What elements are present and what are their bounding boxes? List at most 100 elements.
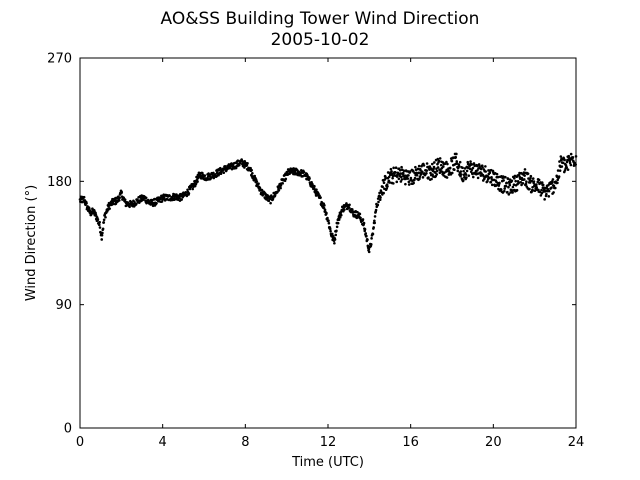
data-point — [442, 165, 445, 168]
data-point — [187, 192, 191, 195]
data-point — [337, 218, 341, 221]
data-point — [222, 171, 226, 174]
data-point — [457, 164, 461, 168]
data-point — [528, 187, 531, 191]
data-point — [547, 189, 551, 193]
data-point — [506, 177, 510, 181]
data-point — [108, 207, 111, 210]
data-point — [556, 181, 559, 185]
data-point — [323, 208, 327, 212]
data-point — [566, 168, 570, 171]
x-tick-label: 4 — [159, 435, 167, 450]
data-point — [381, 185, 384, 189]
data-point — [378, 198, 382, 202]
data-point — [98, 226, 102, 229]
data-point — [413, 176, 417, 180]
data-point — [521, 181, 525, 185]
data-point — [475, 164, 479, 168]
data-point — [533, 189, 537, 192]
data-point — [540, 191, 544, 195]
data-point — [445, 160, 448, 164]
data-point — [559, 155, 563, 158]
data-point — [469, 160, 472, 163]
data-point — [528, 181, 532, 184]
data-point — [416, 167, 420, 171]
data-point — [160, 200, 164, 203]
data-point — [196, 176, 200, 180]
data-point — [524, 182, 528, 186]
data-point — [402, 171, 405, 175]
data-point — [461, 179, 465, 182]
data-point — [511, 191, 514, 194]
y-axis-ticks: 0 90 180 270 — [47, 52, 576, 437]
data-point — [481, 166, 484, 169]
data-point — [212, 171, 215, 175]
data-point — [510, 179, 514, 183]
data-point — [98, 220, 101, 224]
data-point — [523, 174, 526, 177]
data-point — [407, 174, 410, 177]
data-point — [302, 170, 306, 174]
data-point — [417, 171, 421, 175]
data-point — [508, 183, 512, 187]
data-point — [387, 175, 391, 179]
data-point — [407, 180, 411, 184]
data-point — [519, 181, 523, 184]
data-point — [476, 169, 479, 172]
data-point — [326, 216, 329, 220]
data-point — [415, 171, 419, 175]
data-point — [394, 166, 398, 170]
data-point — [361, 218, 365, 221]
data-point — [391, 176, 394, 180]
data-point — [399, 175, 403, 179]
data-point — [569, 152, 573, 156]
data-point — [395, 180, 399, 184]
data-point — [450, 159, 454, 163]
data-point — [439, 163, 443, 167]
data-point — [366, 238, 369, 241]
data-point — [503, 187, 506, 190]
data-point — [246, 162, 249, 165]
data-point — [479, 174, 483, 177]
data-point — [279, 186, 282, 190]
data-point — [111, 202, 115, 206]
data-point — [535, 183, 538, 186]
data-point — [273, 194, 277, 197]
data-point — [414, 165, 417, 169]
data-point — [513, 177, 516, 180]
data-point — [526, 172, 530, 175]
data-point — [253, 174, 257, 178]
data-point — [332, 235, 335, 238]
data-point — [488, 171, 492, 175]
data-point — [450, 171, 454, 175]
data-point — [382, 181, 386, 184]
data-point — [456, 169, 460, 173]
data-point — [489, 180, 493, 184]
data-point — [186, 188, 189, 192]
data-point — [367, 250, 371, 254]
x-tick-label: 8 — [241, 435, 249, 450]
data-point — [503, 189, 506, 193]
data-point — [385, 187, 389, 190]
data-point — [98, 223, 101, 227]
data-point — [552, 184, 556, 188]
data-point — [454, 155, 458, 159]
data-point — [191, 187, 195, 191]
data-point — [412, 181, 415, 185]
data-point — [543, 198, 546, 201]
data-point — [373, 215, 377, 218]
data-point — [376, 203, 380, 207]
data-point — [554, 186, 557, 190]
data-point — [390, 170, 393, 173]
data-point — [563, 158, 566, 162]
data-point — [512, 183, 516, 186]
data-point — [245, 164, 249, 167]
data-point — [529, 174, 533, 178]
data-point — [431, 173, 434, 176]
data-point — [394, 171, 397, 174]
data-point — [432, 165, 436, 169]
data-point — [284, 177, 288, 181]
data-point — [438, 157, 442, 160]
data-point — [498, 181, 501, 185]
data-point — [547, 195, 551, 198]
